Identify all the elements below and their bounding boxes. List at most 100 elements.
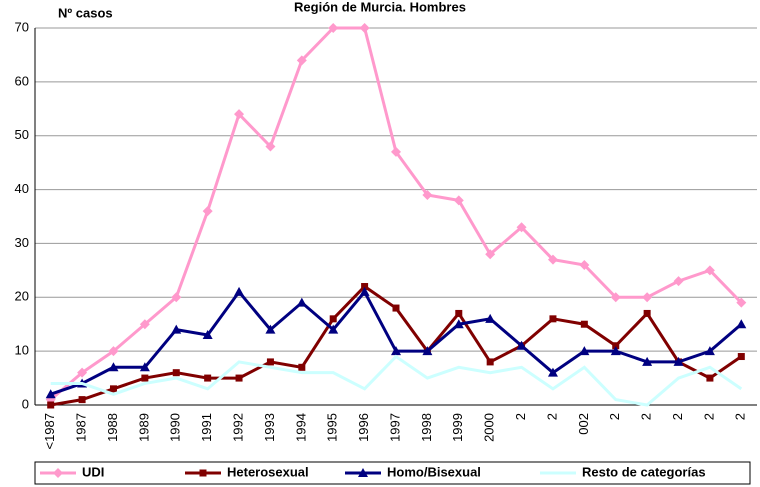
data-point: [171, 324, 182, 334]
data-point: [361, 283, 369, 291]
data-point: [422, 189, 433, 200]
data-point: [234, 109, 245, 120]
data-point: [296, 297, 307, 307]
data-point: [516, 222, 527, 233]
data-point: [45, 389, 56, 399]
data-point: [485, 249, 496, 260]
data-point: [391, 346, 401, 356]
data-point: [704, 265, 715, 276]
legend-label: Resto de categorías: [582, 464, 706, 479]
data-point: [108, 346, 119, 357]
data-point: [579, 346, 590, 356]
data-point: [204, 374, 212, 382]
data-point: [235, 374, 243, 382]
data-point: [610, 346, 621, 356]
data-point: [108, 362, 119, 372]
series-line: [50, 284, 743, 407]
x-tick-label: 1988: [105, 413, 120, 442]
x-tick-label: 1992: [230, 413, 245, 442]
y-tick-label: 20: [15, 289, 29, 304]
series-line: [49, 26, 743, 401]
data-point: [736, 297, 747, 308]
x-tick-label: 2: [670, 413, 685, 420]
y-tick-label: 0: [22, 396, 29, 411]
x-tick-label: 2: [639, 413, 654, 420]
x-tick-label: 2: [513, 413, 528, 420]
x-tick-label: 2: [607, 413, 622, 420]
data-point: [547, 367, 558, 377]
x-tick-label: 002: [576, 413, 591, 435]
data-point: [266, 358, 274, 366]
data-point: [265, 141, 276, 152]
data-point: [706, 374, 714, 382]
x-tick-label: 2: [544, 413, 559, 420]
y-tick-label: 70: [15, 19, 29, 34]
legend-label: Homo/Bisexual: [387, 464, 481, 479]
x-tick-label: 1989: [136, 413, 151, 442]
legend-box: [34, 461, 751, 485]
data-point: [265, 324, 276, 334]
data-point: [453, 319, 464, 329]
data-point: [171, 292, 182, 303]
data-point: [547, 254, 558, 265]
x-tick-label: 1995: [325, 413, 340, 442]
x-tick-label: 1987: [74, 413, 89, 442]
data-point: [579, 259, 590, 270]
x-tick-label: 2: [701, 413, 716, 420]
data-point: [612, 342, 620, 350]
x-tick-label: 1998: [419, 413, 434, 442]
data-point: [642, 292, 653, 303]
data-point: [298, 363, 306, 371]
data-point: [737, 353, 745, 361]
data-point: [234, 286, 245, 296]
x-tick-label: 1994: [293, 413, 308, 442]
legend-marker: [199, 469, 207, 477]
legend-label: Heterosexual: [227, 464, 309, 479]
data-point: [328, 324, 339, 334]
x-tick-label: <1987: [42, 413, 57, 450]
y-tick-label: 50: [15, 127, 29, 142]
data-point: [516, 340, 527, 350]
data-point: [610, 292, 621, 303]
x-tick-label: 1990: [168, 413, 183, 442]
data-point: [642, 356, 653, 366]
chart-title: Región de Murcia. Hombres: [294, 0, 466, 14]
data-point: [139, 319, 150, 330]
y-tick-label: 10: [15, 343, 29, 358]
data-point: [172, 369, 180, 377]
data-point: [704, 346, 715, 356]
x-tick-label: 1999: [450, 413, 465, 442]
data-point: [141, 374, 149, 382]
data-point: [486, 358, 494, 366]
data-point: [139, 362, 150, 372]
data-point: [549, 315, 557, 323]
x-tick-label: 2000: [482, 413, 497, 442]
data-point: [78, 396, 86, 404]
data-point: [580, 320, 588, 328]
data-point: [328, 23, 339, 33]
y-tick-label: 30: [15, 235, 29, 250]
data-point: [359, 286, 370, 296]
y-tick-label: 60: [15, 73, 29, 88]
x-tick-label: 1997: [387, 413, 402, 442]
x-tick-label: 1996: [356, 413, 371, 442]
data-point: [453, 195, 464, 206]
data-point: [391, 146, 401, 157]
data-point: [202, 206, 213, 217]
legend-label: UDI: [82, 464, 104, 479]
data-point: [673, 356, 684, 366]
data-point: [485, 313, 496, 323]
data-point: [329, 315, 337, 323]
data-point: [77, 367, 88, 378]
data-point: [736, 319, 747, 329]
data-point: [359, 23, 370, 33]
legend-marker: [358, 468, 368, 477]
series-line: [50, 354, 743, 407]
data-point: [296, 55, 307, 66]
data-point: [202, 329, 213, 339]
data-point: [455, 309, 463, 317]
y-tick-label: 40: [15, 181, 29, 196]
x-tick-label: 2: [733, 413, 748, 420]
legend-marker: [53, 468, 63, 478]
